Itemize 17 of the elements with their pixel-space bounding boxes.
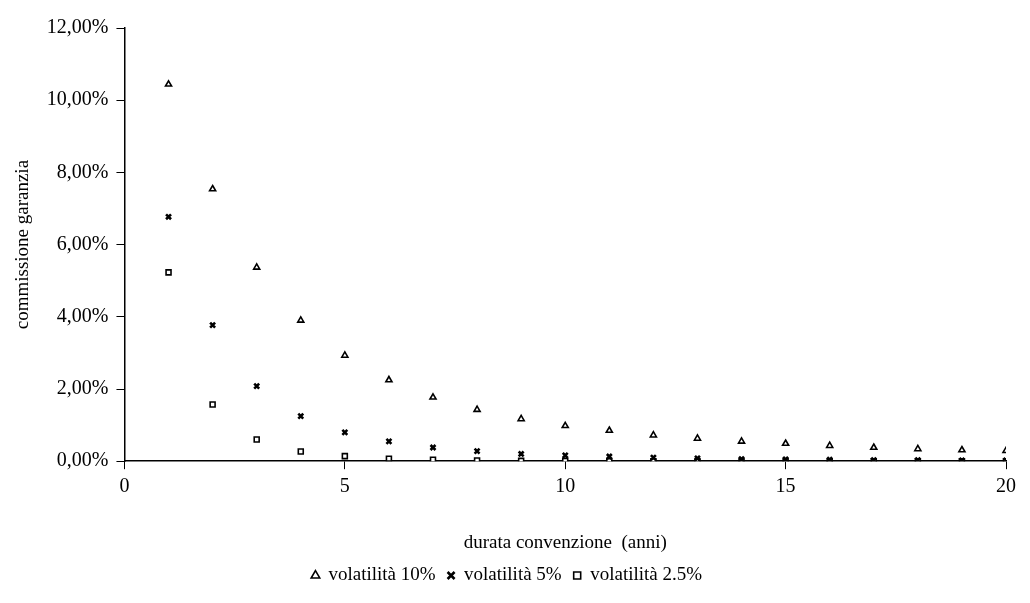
y-tick-label: 8,00% xyxy=(56,159,109,182)
x-tick-label: 20 xyxy=(996,474,1016,497)
legend-label: volatilità 5% xyxy=(464,563,562,585)
y-axis-title: commissione garanzia xyxy=(11,159,33,330)
y-tick-label: 4,00% xyxy=(56,304,109,327)
x-tick-label: 5 xyxy=(339,474,350,497)
y-tick-label: 0,00% xyxy=(56,448,109,471)
y-tick-label: 2,00% xyxy=(56,376,109,399)
y-tick-label: 12,00% xyxy=(46,15,109,38)
x-tick-label: 15 xyxy=(775,474,796,497)
legend-label: volatilità 2.5% xyxy=(590,563,703,585)
x-tick-label: 0 xyxy=(119,474,130,497)
legend-label: volatilità 10% xyxy=(328,563,436,585)
y-tick-label: 10,00% xyxy=(46,87,109,110)
x-axis-title: durata convenzione (anni) xyxy=(463,530,667,553)
y-tick-label: 6,00% xyxy=(56,231,109,254)
x-tick-label: 10 xyxy=(555,474,576,497)
